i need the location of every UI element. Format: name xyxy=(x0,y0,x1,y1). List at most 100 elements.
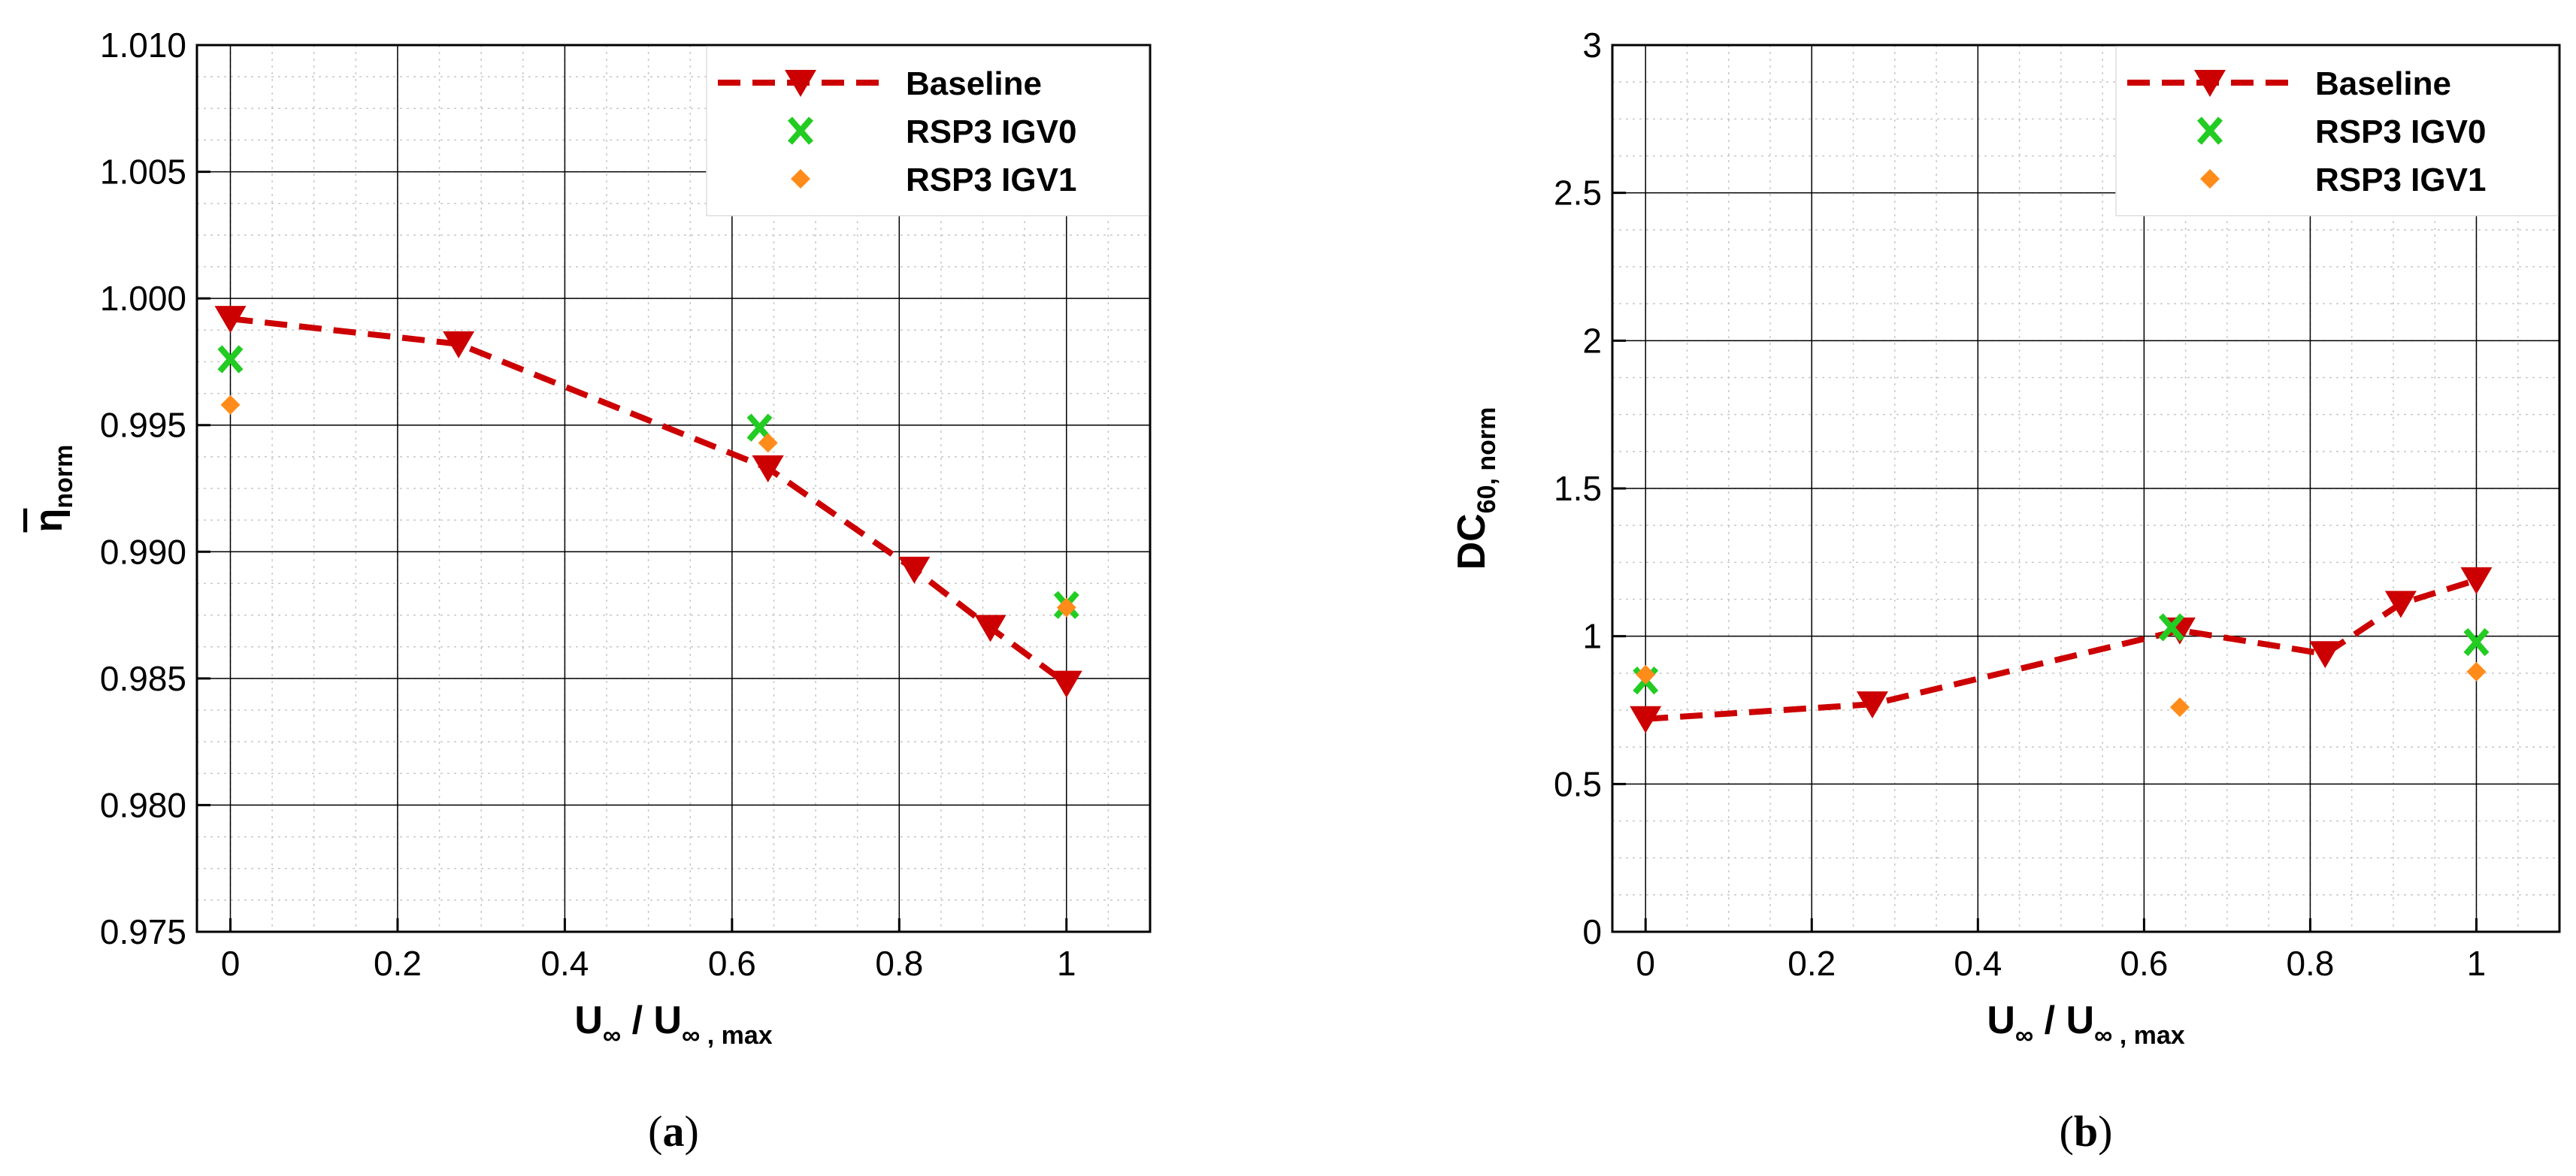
legend: Baseline RSP3 IGV0 RSP3 IGV1 xyxy=(2115,46,2559,216)
x-stroke xyxy=(746,413,773,442)
x-axis-label: U∞ / U∞ , max xyxy=(574,999,772,1050)
y-tick-label: 0.980 xyxy=(100,785,186,824)
legend-box xyxy=(2115,46,2559,216)
legend-label: RSP3 IGV0 xyxy=(2315,113,2486,150)
data-point xyxy=(2463,627,2490,657)
y-tick-label: 3 xyxy=(1582,26,1602,65)
x-axis-label-part: / U xyxy=(621,999,682,1042)
data-point xyxy=(758,433,778,453)
caption-part: ) xyxy=(685,1107,699,1156)
series-rsp3-igv1 xyxy=(220,395,1076,618)
data-point xyxy=(443,331,475,358)
panel-caption: (b) xyxy=(2060,1107,2113,1156)
data-point xyxy=(217,345,244,373)
y-axis-label: DC60, norm xyxy=(1450,407,1501,570)
plot-frame xyxy=(195,44,1152,933)
x-stroke xyxy=(787,116,814,145)
y-tick-label: 0.975 xyxy=(100,912,186,951)
x-tick-label: 0.4 xyxy=(540,944,589,983)
caption-part: ( xyxy=(648,1107,662,1156)
legend-marker xyxy=(2194,70,2226,97)
y-tick-label: 0.985 xyxy=(100,659,186,698)
x-tick-label: 0.8 xyxy=(2286,944,2334,983)
data-point xyxy=(2158,613,2184,642)
legend-label: RSP3 IGV1 xyxy=(2315,162,2486,198)
x-axis-label-part: / U xyxy=(2033,999,2094,1042)
y-axis-label-main: η xyxy=(27,509,71,533)
panel-b: 0 0.2 0.4 0.6 0.8 1 0 0.5 1 1.5 2 2.5 3 U∞ / U∞ , max… xyxy=(1450,26,2561,1156)
x-tick-label: 0.6 xyxy=(708,944,756,983)
x-axis-label-part: ∞ xyxy=(2015,1021,2033,1050)
legend-label: RSP3 IGV0 xyxy=(906,113,1076,150)
x-tick-label: 0.2 xyxy=(374,944,422,983)
series-rsp3-igv1 xyxy=(1636,661,2487,718)
y-tick-label: 1.010 xyxy=(100,26,186,65)
y-tick-label: 0.990 xyxy=(100,532,186,571)
x-axis-label-part: ∞ , max xyxy=(2094,1021,2185,1050)
data-point xyxy=(2309,641,2341,669)
data-point xyxy=(1630,706,1662,733)
data-point xyxy=(974,615,1006,642)
legend-marker xyxy=(2196,116,2223,145)
x-axis-label: U∞ / U∞ , max xyxy=(1987,999,2184,1050)
panel-caption: (a) xyxy=(648,1107,699,1156)
x-stroke xyxy=(217,345,244,373)
x-tick-label: 0.6 xyxy=(2120,944,2168,983)
y-tick-label: 0.995 xyxy=(100,406,186,445)
data-point xyxy=(1636,664,1656,685)
y-axis-label-main: DC xyxy=(1450,513,1494,570)
x-tick-label: 1 xyxy=(1057,944,1076,983)
y-tick-label: 2 xyxy=(1582,321,1602,360)
data-point xyxy=(1050,670,1082,698)
x-tick-label: 1 xyxy=(2467,944,2487,983)
series-line xyxy=(1645,577,2478,722)
legend-label: Baseline xyxy=(2315,65,2451,102)
legend-marker xyxy=(791,169,810,189)
x-tick-label: 0 xyxy=(1636,944,1655,983)
legend-label: RSP3 IGV1 xyxy=(906,162,1076,198)
y-tick-label: 1.005 xyxy=(100,153,186,192)
y-axis-label-sub: norm xyxy=(50,445,78,509)
x-tick-label: 0.8 xyxy=(875,944,923,983)
caption-part: ) xyxy=(2098,1107,2112,1156)
data-point xyxy=(2466,661,2487,682)
y-tick-label: 0 xyxy=(1582,912,1602,951)
x-tick-label: 0.4 xyxy=(1954,944,2002,983)
legend-marker xyxy=(785,70,816,97)
caption-part: a xyxy=(663,1107,685,1156)
y-tick-label: 1.5 xyxy=(1554,469,1602,508)
series-rsp3-igv0 xyxy=(217,345,1079,619)
data-point xyxy=(214,306,247,334)
caption-part: b xyxy=(2074,1107,2098,1156)
y-axis-label-sub: 60, norm xyxy=(1473,407,1501,514)
y-tick-label: 1.000 xyxy=(100,279,186,318)
x-axis-label-part: ∞ , max xyxy=(682,1021,773,1050)
x-tick-label: 0 xyxy=(221,944,241,983)
x-stroke xyxy=(2158,613,2184,642)
data-point xyxy=(1056,597,1076,618)
data-point xyxy=(2169,697,2190,718)
y-axis-label: ηnorm xyxy=(27,445,78,533)
legend-marker xyxy=(787,116,814,145)
x-axis-label-part: U xyxy=(574,999,603,1042)
x-stroke xyxy=(2463,627,2490,657)
x-axis-label-part: ∞ xyxy=(603,1021,621,1050)
data-point xyxy=(2460,567,2493,594)
series-line xyxy=(230,316,1069,686)
legend: Baseline RSP3 IGV0 RSP3 IGV1 xyxy=(706,46,1149,216)
panel-a: 0 0.2 0.4 0.6 0.8 1 0.975 0.980 0.985 0.990 0.995 1… xyxy=(27,26,1152,1156)
data-point xyxy=(2384,591,2417,618)
x-stroke xyxy=(2196,116,2223,145)
legend-label: Baseline xyxy=(906,65,1042,102)
series-baseline xyxy=(214,306,1082,698)
y-tick-label: 1 xyxy=(1582,617,1602,656)
data-point xyxy=(752,455,784,483)
caption-part: ( xyxy=(2060,1107,2074,1156)
data-point xyxy=(1856,691,1888,719)
legend-marker xyxy=(2200,169,2220,189)
x-axis-label-part: U xyxy=(1987,999,2015,1042)
y-tick-label: 2.5 xyxy=(1554,174,1602,213)
data-point xyxy=(220,395,241,415)
data-point xyxy=(898,556,931,584)
